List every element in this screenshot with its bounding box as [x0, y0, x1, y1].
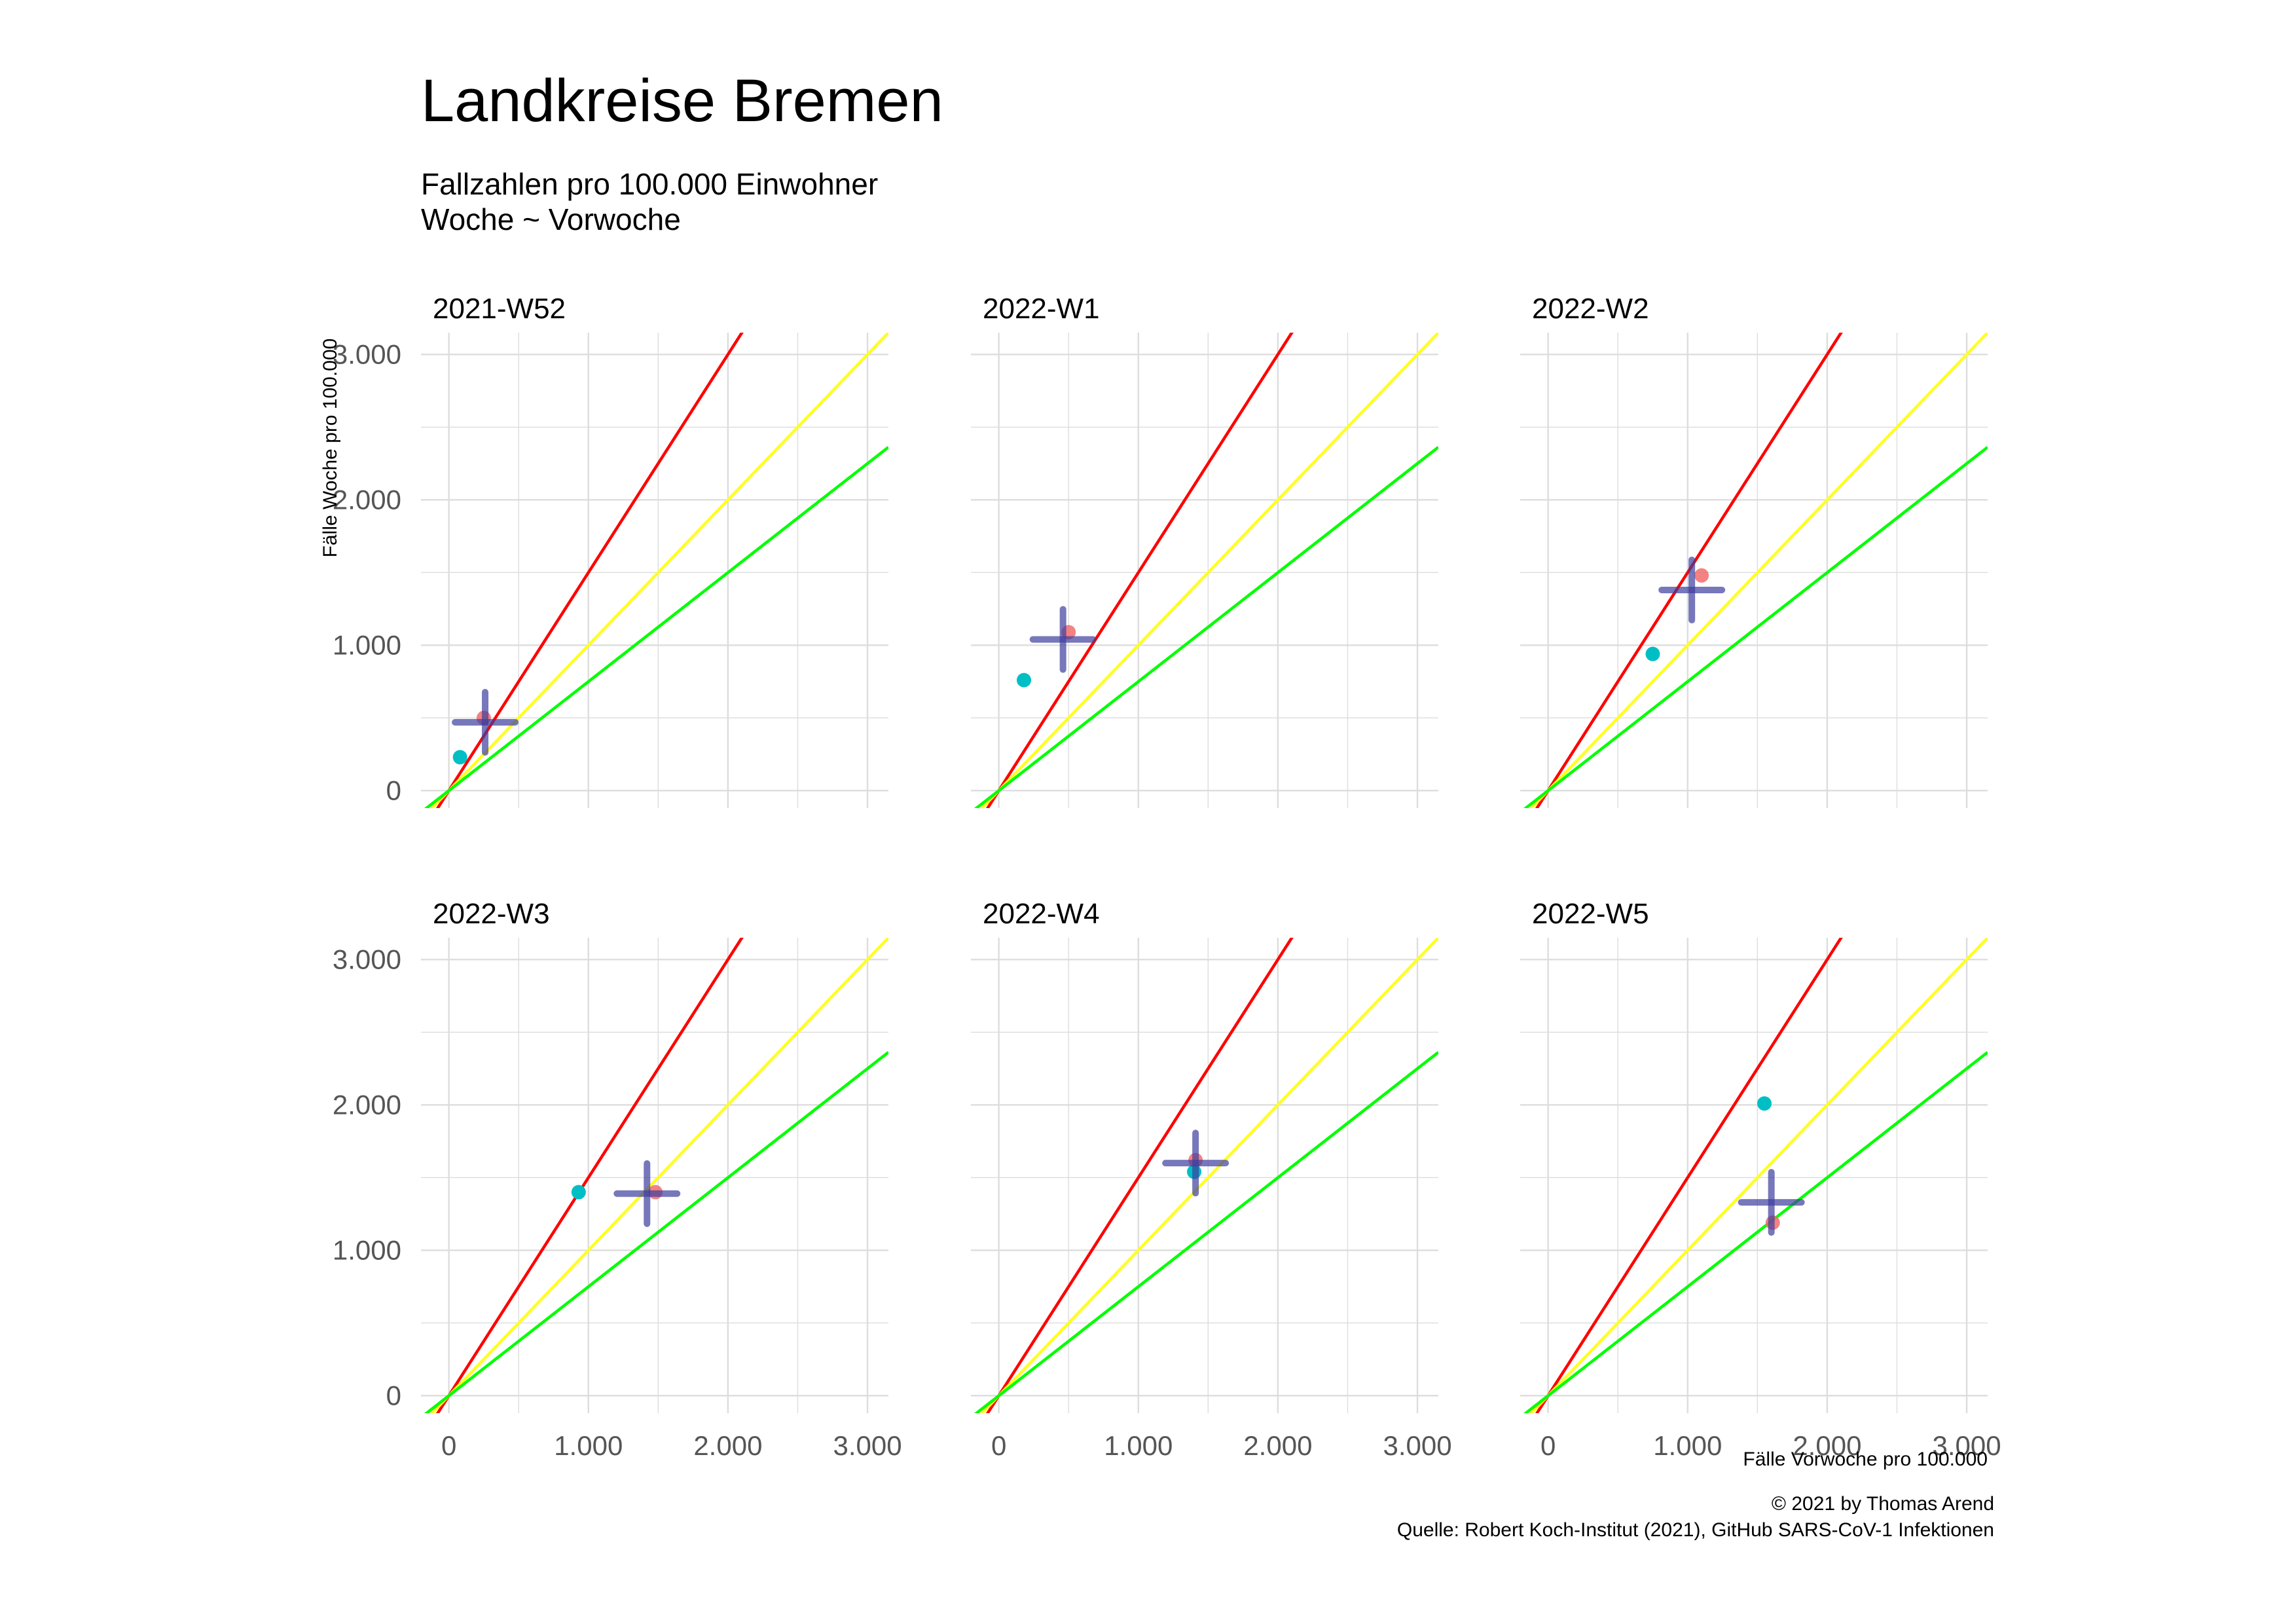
reference-line-yellow	[979, 938, 1438, 1413]
data-point-cyan	[1016, 673, 1031, 688]
panel-plot-area	[974, 333, 1438, 808]
reference-line-red	[435, 333, 744, 808]
reference-line-yellow	[1529, 938, 1988, 1413]
facet-panel: 2022-W5 0 1.000 2.000 3.000	[1520, 898, 2001, 1461]
facet-panel: 2022-W2	[1520, 293, 1988, 808]
reference-line-yellow	[429, 333, 888, 808]
reference-line-red	[1535, 333, 1843, 808]
y-tick-label: 0	[386, 775, 401, 805]
data-point-red	[1694, 568, 1709, 583]
y-tick-label: 3.000	[333, 944, 401, 974]
y-tick-label: 2.000	[333, 484, 401, 515]
x-tick-label: 0	[991, 1430, 1006, 1461]
chart-subtitle-line2: Woche ~ Vorwoche	[421, 202, 681, 236]
reference-line-green	[424, 446, 888, 808]
data-point-cyan	[571, 1185, 586, 1200]
facet-label: 2022-W2	[1532, 293, 1649, 325]
facet-label: 2021-W52	[433, 293, 566, 325]
reference-line-yellow	[1529, 333, 1988, 808]
panel-plot-area	[424, 938, 888, 1413]
chart-title: Landkreise Bremen	[421, 67, 943, 134]
chart-subtitle-line1: Fallzahlen pro 100.000 Einwohner	[421, 167, 879, 201]
reference-line-red	[1535, 938, 1843, 1413]
facet-label: 2022-W1	[983, 293, 1100, 325]
facet-panel: 2022-W3 0 1.000 2.000 3.000 0 1.000 2.000 3.000	[333, 898, 902, 1461]
reference-line-red	[985, 938, 1294, 1413]
panel-plot-area	[424, 333, 888, 808]
panel-plot-area	[1523, 938, 1988, 1413]
facet-panel: 2021-W52 0 1.000 2.000 3.000	[333, 293, 888, 808]
panel-plot-area	[974, 938, 1438, 1413]
x-tick-label: 3.000	[833, 1430, 902, 1461]
y-tick-label: 0	[386, 1380, 401, 1411]
caption-copyright: © 2021 by Thomas Arend	[1771, 1493, 1994, 1515]
reference-line-yellow	[979, 333, 1438, 808]
facet-label: 2022-W4	[983, 898, 1100, 930]
x-tick-label: 1.000	[554, 1430, 623, 1461]
reference-line-green	[1523, 446, 1988, 808]
reference-line-green	[424, 1051, 888, 1413]
reference-line-red	[435, 938, 744, 1413]
data-point-cyan	[452, 750, 467, 765]
y-tick-label: 3.000	[333, 339, 401, 369]
x-tick-label: 3.000	[1383, 1430, 1451, 1461]
x-tick-label: 3.000	[1932, 1430, 2001, 1461]
facet-panel: 2022-W4 0 1.000 2.000 3.000	[971, 898, 1452, 1461]
reference-line-red	[985, 333, 1294, 808]
facet-panel: 2022-W1	[971, 293, 1438, 808]
data-point-cyan	[1645, 646, 1660, 661]
x-tick-label: 2.000	[1243, 1430, 1312, 1461]
panel-plot-area	[1523, 333, 1988, 808]
x-tick-label: 1.000	[1104, 1430, 1173, 1461]
reference-line-green	[1523, 1051, 1988, 1413]
caption-source: Quelle: Robert Koch-Institut (2021), Git…	[1396, 1519, 1994, 1541]
facet-label: 2022-W5	[1532, 898, 1649, 930]
facet-label: 2022-W3	[433, 898, 550, 930]
x-tick-label: 1.000	[1653, 1430, 1722, 1461]
data-point-cyan	[1757, 1096, 1772, 1111]
reference-line-green	[974, 446, 1438, 808]
x-tick-label: 2.000	[1793, 1430, 1861, 1461]
y-tick-label: 1.000	[333, 629, 401, 660]
y-tick-label: 1.000	[333, 1234, 401, 1265]
x-tick-label: 0	[1540, 1430, 1556, 1461]
reference-line-yellow	[429, 938, 888, 1413]
reference-line-green	[974, 1051, 1438, 1413]
y-axis-title: Fälle Woche pro 100.000	[319, 339, 341, 558]
y-tick-label: 2.000	[333, 1089, 401, 1120]
x-axis-title: Fälle Vorwoche pro 100.000	[1743, 1449, 1988, 1470]
x-tick-label: 2.000	[693, 1430, 762, 1461]
x-tick-label: 0	[441, 1430, 456, 1461]
